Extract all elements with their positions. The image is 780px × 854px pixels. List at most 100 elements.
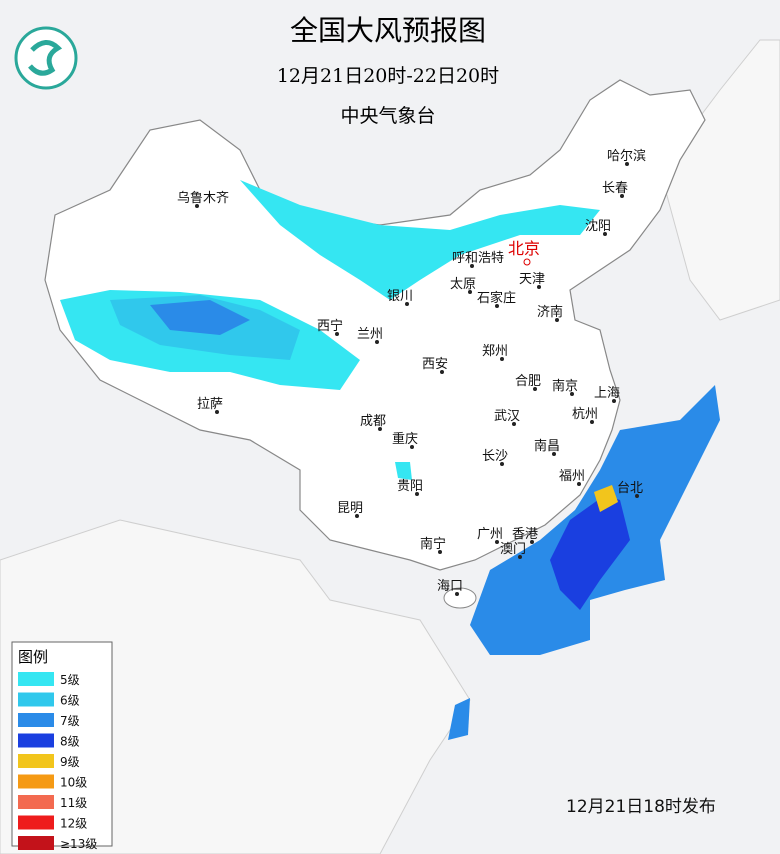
china-land: [44, 79, 706, 571]
city-dot: [530, 540, 534, 544]
city-label: 呼和浩特: [452, 251, 504, 266]
city-dot: [570, 392, 574, 396]
legend-label: 8级: [60, 735, 80, 749]
city-dot: [495, 304, 499, 308]
legend-swatch: [18, 815, 54, 830]
city-dot: [603, 232, 607, 236]
city-dot: [537, 285, 541, 289]
city-label: 乌鲁木齐: [177, 190, 229, 206]
city-label: 合肥: [515, 374, 541, 389]
city-label: 澳门: [500, 541, 526, 557]
city-dot: [378, 427, 382, 431]
city-label: 广州: [477, 527, 503, 542]
city-label: 重庆: [392, 431, 418, 447]
city-dot: [500, 462, 504, 466]
city-label: 石家庄: [477, 290, 516, 306]
legend-label: 9级: [60, 755, 80, 769]
city-label: 长沙: [482, 449, 508, 464]
city-label: 太原: [450, 277, 476, 292]
city-label: 西安: [422, 357, 448, 372]
issued-time: 12月21日18时发布: [566, 797, 716, 817]
city-label: 拉萨: [197, 397, 223, 412]
city-dot: [612, 399, 616, 403]
city-dot: [635, 494, 639, 498]
city-dot: [335, 332, 339, 336]
title: 全国大风预报图: [290, 14, 486, 47]
legend-swatch: [18, 672, 54, 686]
city-dot: [500, 357, 504, 361]
city-label: 上海: [594, 386, 620, 401]
legend-label: 12级: [60, 817, 87, 831]
city-dot: [590, 420, 594, 424]
legend-swatch: [18, 692, 54, 707]
legend-label: 5级: [60, 673, 80, 687]
wind-area-5: [395, 462, 412, 480]
city-label: 天津: [519, 272, 545, 287]
city-label: 南京: [552, 378, 578, 394]
legend-label: 7级: [60, 714, 80, 728]
city-label: 南昌: [534, 438, 560, 454]
city-label: 南宁: [420, 536, 446, 552]
city-label: 郑州: [482, 344, 508, 359]
city-dot: [440, 370, 444, 374]
city-dot: [415, 492, 419, 496]
capital-label: 北京: [508, 239, 540, 258]
logo: [14, 26, 78, 90]
city-label: 哈尔滨: [607, 148, 646, 164]
city-label: 昆明: [337, 501, 363, 516]
legend-swatch: [18, 733, 54, 748]
city-dot: [533, 387, 537, 391]
hainan: [443, 587, 477, 609]
city-dot: [455, 592, 459, 596]
city-label: 兰州: [357, 327, 383, 342]
city-dot: [620, 194, 624, 198]
logo-mark: [28, 40, 63, 76]
legend-swatch: [18, 774, 54, 789]
city-dot: [195, 204, 199, 208]
legend-label: ≥13级: [60, 837, 97, 851]
city-dot: [470, 264, 474, 268]
period: 12月21日20时-22日20时: [277, 65, 499, 87]
city-dot: [625, 162, 629, 166]
legend-swatch: [18, 713, 54, 727]
city-dot: [577, 482, 581, 486]
city-label: 福州: [559, 469, 585, 484]
city-dot: [438, 550, 442, 554]
city-label: 台北: [617, 481, 643, 496]
city-dot: [215, 410, 219, 414]
city-dot: [495, 540, 499, 544]
legend-label: 6级: [60, 694, 80, 708]
city-dot: [512, 422, 516, 426]
city-label: 济南: [537, 304, 563, 320]
legend-swatch: [18, 836, 54, 850]
wind-area-7: [150, 300, 250, 335]
city-dot: [552, 452, 556, 456]
city-dot: [518, 555, 522, 559]
legend-label: 11级: [60, 796, 87, 810]
city-label: 长春: [602, 181, 628, 196]
city-label: 银川: [387, 289, 413, 304]
legend-label: 10级: [60, 776, 87, 790]
city-dot: [468, 290, 472, 294]
city-label: 沈阳: [585, 219, 611, 234]
city-dot: [555, 318, 559, 322]
wind-area-8: [550, 495, 630, 610]
city-dot: [375, 340, 379, 344]
city-label: 香港: [512, 527, 538, 542]
city-label: 贵阳: [397, 479, 423, 494]
legend-swatch: [18, 754, 54, 768]
wind-area-5: [240, 180, 600, 300]
wind-area-7: [448, 698, 470, 740]
city-label: 成都: [360, 414, 386, 429]
city-label: 海口: [437, 579, 463, 594]
city-label: 西宁: [317, 318, 343, 334]
city-dot: [355, 514, 359, 518]
wind-area-9: [594, 485, 618, 512]
city-label: 杭州: [572, 407, 598, 422]
legend-title: 图例: [18, 648, 48, 666]
agency: 中央气象台: [340, 105, 435, 127]
legend-swatch: [18, 795, 54, 809]
city-dot: [405, 302, 409, 306]
city-dot: [410, 445, 414, 449]
neighbor-land: [659, 39, 780, 321]
